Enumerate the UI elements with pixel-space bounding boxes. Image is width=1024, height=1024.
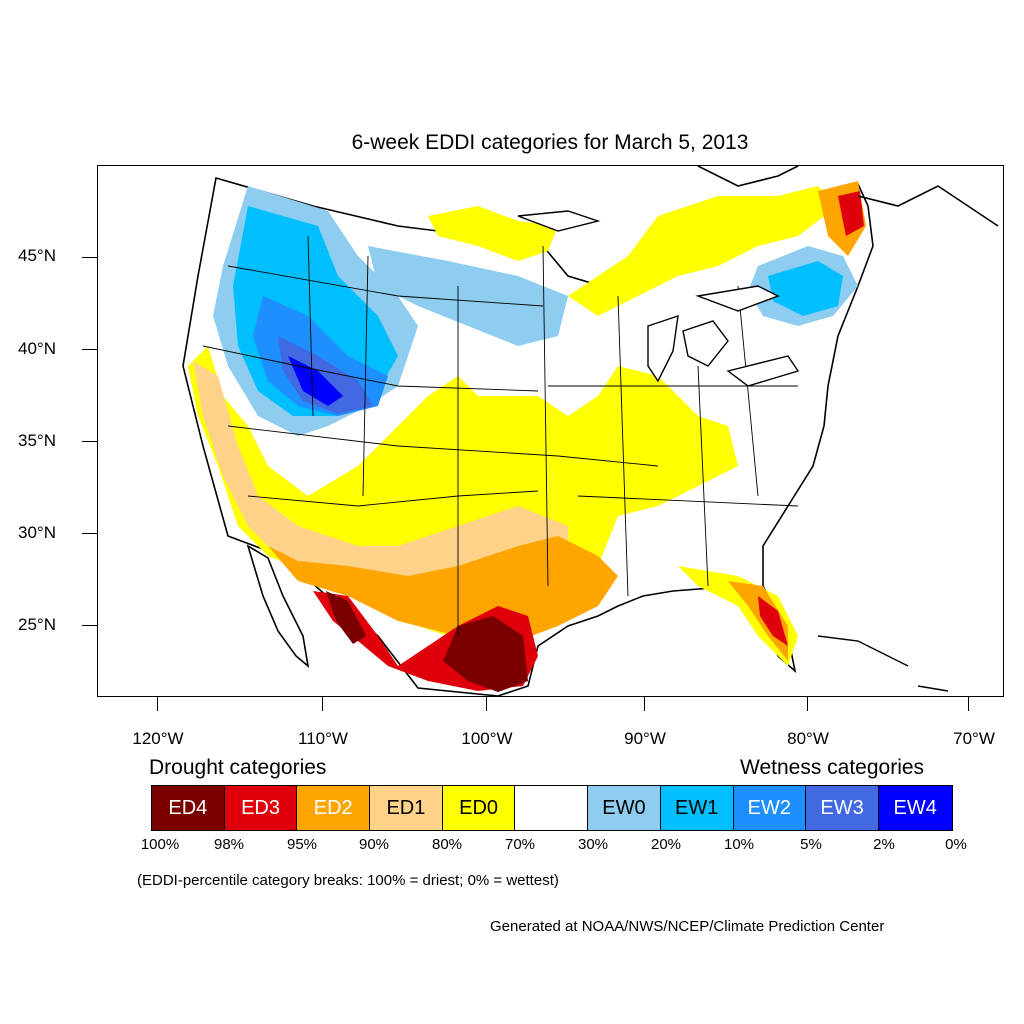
lat-tick bbox=[82, 533, 97, 534]
ed4-region bbox=[443, 616, 528, 692]
lon-label-110: 110°W bbox=[298, 729, 348, 748]
break-label: 100% bbox=[140, 836, 180, 853]
legend-box-ew1: EW1 bbox=[660, 786, 734, 830]
lon-label-70: 70°W bbox=[953, 729, 995, 748]
break-label: 70% bbox=[504, 836, 536, 853]
category-note: (EDDI-percentile category breaks: 100% =… bbox=[137, 872, 559, 889]
legend-box-ew3: EW3 bbox=[806, 786, 879, 830]
lat-tick bbox=[82, 625, 97, 626]
lon-label-100: 100°W bbox=[461, 729, 513, 748]
map-frame bbox=[97, 165, 1004, 697]
break-label: 30% bbox=[577, 836, 609, 853]
eddi-map bbox=[182, 166, 999, 696]
baja-land bbox=[246, 544, 310, 668]
ew3-region bbox=[278, 336, 373, 414]
break-label: 5% bbox=[800, 836, 822, 853]
lon-tick bbox=[486, 697, 487, 711]
lon-tick bbox=[807, 697, 808, 711]
canada-coast bbox=[697, 166, 999, 227]
lat-tick bbox=[82, 349, 97, 350]
lat-tick bbox=[82, 441, 97, 442]
lat-label-25: 25°N bbox=[18, 615, 56, 634]
break-label: 95% bbox=[286, 836, 318, 853]
lon-label-90: 90°W bbox=[624, 729, 666, 748]
legend-box-ed2: ED2 bbox=[297, 786, 371, 830]
break-label: 80% bbox=[431, 836, 463, 853]
lon-label-80: 80°W bbox=[787, 729, 829, 748]
lat-label-30: 30°N bbox=[18, 523, 56, 542]
break-label: 10% bbox=[723, 836, 755, 853]
lon-tick bbox=[968, 697, 969, 711]
break-label: 90% bbox=[358, 836, 390, 853]
legend-bar: ED4 ED3 ED2 ED1 ED0 EW0 EW1 EW2 EW3 EW4 bbox=[151, 785, 953, 831]
legend-box-ew0: EW0 bbox=[588, 786, 661, 830]
ew1-northeast bbox=[768, 261, 843, 316]
lat-label-45: 45°N bbox=[18, 246, 56, 265]
ew4-region bbox=[288, 356, 343, 406]
ed0-northeast bbox=[568, 186, 838, 316]
drought-heading: Drought categories bbox=[149, 756, 327, 779]
credit-line: Generated at NOAA/NWS/NCEP/Climate Predi… bbox=[490, 918, 885, 935]
break-label: 0% bbox=[945, 836, 967, 853]
caribbean-islands bbox=[817, 635, 949, 692]
legend-box-ed1: ED1 bbox=[370, 786, 443, 830]
legend-box-ed3: ED3 bbox=[224, 786, 298, 830]
ed3-florida bbox=[758, 596, 788, 646]
break-label: 2% bbox=[873, 836, 895, 853]
map-title: 6-week EDDI categories for March 5, 2013 bbox=[351, 131, 749, 154]
lat-label-35: 35°N bbox=[18, 431, 56, 450]
lon-tick bbox=[157, 697, 158, 711]
ed0-north bbox=[428, 206, 558, 261]
break-label: 98% bbox=[213, 836, 245, 853]
wetness-heading: Wetness categories bbox=[740, 756, 925, 779]
lon-tick bbox=[322, 697, 323, 711]
legend-box-neutral bbox=[515, 786, 589, 830]
break-label: 20% bbox=[650, 836, 682, 853]
lon-tick bbox=[644, 697, 645, 711]
lat-tick bbox=[82, 257, 97, 258]
legend-box-ew2: EW2 bbox=[733, 786, 807, 830]
legend-box-ed0: ED0 bbox=[442, 786, 516, 830]
ed2-florida bbox=[728, 581, 788, 661]
ew0-plains bbox=[368, 246, 568, 346]
great-lakes bbox=[517, 210, 800, 387]
ed0-southeast bbox=[678, 566, 798, 666]
legend-box-ed4: ED4 bbox=[152, 786, 225, 830]
lon-label-120: 120°W bbox=[132, 729, 184, 748]
ed3-northeast bbox=[838, 191, 864, 236]
legend-box-ew4: EW4 bbox=[878, 786, 952, 830]
lat-label-40: 40°N bbox=[18, 339, 56, 358]
state-boundaries bbox=[202, 235, 799, 636]
ed4-west bbox=[326, 591, 366, 644]
ed2-region bbox=[268, 536, 618, 641]
